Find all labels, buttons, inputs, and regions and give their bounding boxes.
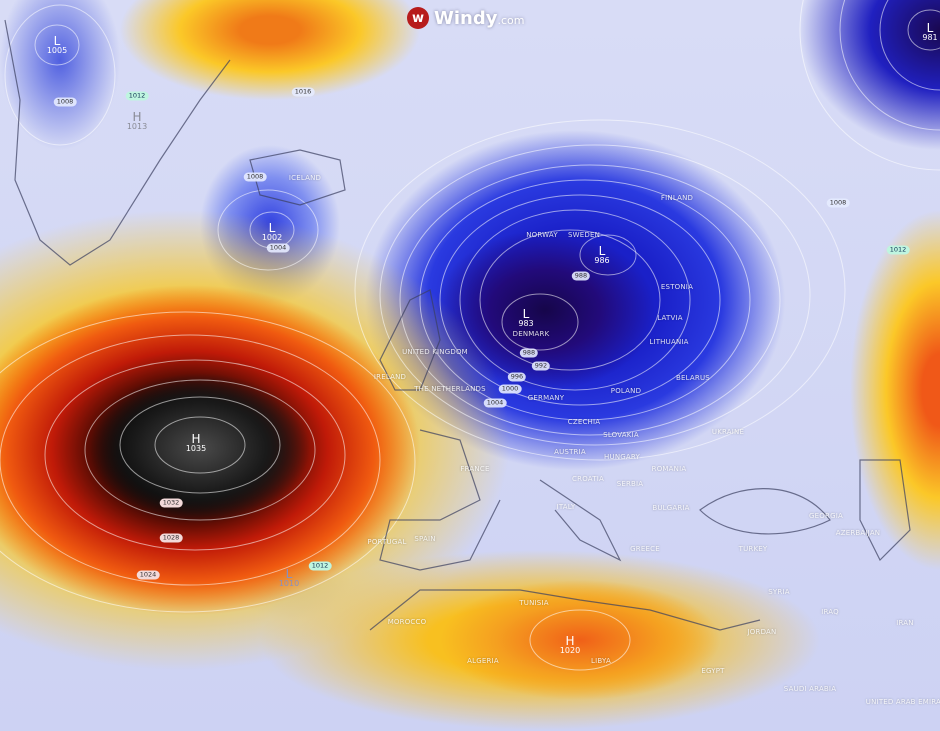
isobar-label: 1032: [159, 498, 183, 508]
country-label: TUNISIA: [519, 599, 549, 607]
country-label: SERBIA: [616, 480, 644, 488]
isobar-label: 1028: [159, 533, 183, 543]
country-label: FINLAND: [660, 194, 694, 202]
high-pressure-system[interactable]: H 1013: [126, 110, 148, 131]
low-pressure-system[interactable]: L 983: [518, 307, 534, 328]
high-pressure-system[interactable]: H 1020: [559, 634, 581, 655]
country-label: SPAIN: [414, 535, 436, 543]
country-label: IRAN: [896, 619, 914, 627]
country-label: LIBYA: [591, 657, 611, 665]
isobar-label: 988: [571, 271, 591, 281]
country-label: SLOVAKIA: [603, 431, 639, 439]
country-label: TURKEY: [738, 545, 768, 553]
isobar-label: 1000: [498, 384, 522, 394]
country-label: UNITED KINGDOM: [402, 348, 468, 356]
country-label: BELARUS: [676, 374, 710, 382]
country-label: LITHUANIA: [649, 338, 689, 346]
country-label: DENMARK: [512, 330, 550, 338]
country-label: IRELAND: [373, 373, 407, 381]
country-label: UKRAINE: [711, 428, 745, 436]
low-pressure-system[interactable]: L 1005: [46, 34, 68, 55]
country-label: ALGERIA: [467, 657, 499, 665]
country-label: ICELAND: [288, 174, 322, 182]
country-label: AZERBAIJAN: [835, 529, 881, 537]
country-label: EGYPT: [701, 667, 725, 675]
country-label: ITALY: [556, 503, 576, 511]
country-label: GERMANY: [527, 394, 565, 402]
country-label: NORWAY: [526, 231, 558, 239]
country-label: IRAQ: [821, 608, 839, 616]
windy-logo-icon: w: [407, 7, 429, 29]
low-pressure-system[interactable]: L 1002: [261, 221, 283, 242]
low-pressure-system[interactable]: L 986: [594, 244, 610, 265]
country-label: FRANCE: [460, 465, 490, 473]
country-label: HUNGARY: [604, 453, 640, 461]
brand-domain: .com: [497, 13, 525, 27]
isobar-label: 1012: [125, 91, 149, 101]
country-label: PORTUGAL: [367, 538, 407, 546]
country-label: GREECE: [630, 545, 660, 553]
isobar-label: 1008: [53, 97, 77, 107]
country-label: ROMANIA: [651, 465, 687, 473]
country-label: CROATIA: [572, 475, 604, 483]
isobar-label: 1004: [266, 243, 290, 253]
isobar-label: 988: [519, 348, 539, 358]
isobar-label: 1012: [308, 561, 332, 571]
country-label: SAUDI ARABIA: [783, 685, 837, 693]
country-label: UNITED ARAB EMIRATES: [865, 698, 940, 706]
country-label: AUSTRIA: [554, 448, 586, 456]
isobar-label: 1004: [483, 398, 507, 408]
isobar-label: 1008: [243, 172, 267, 182]
low-pressure-system[interactable]: L 981: [922, 21, 938, 42]
country-label: LATVIA: [657, 314, 683, 322]
country-label: JORDAN: [747, 628, 777, 636]
country-label: POLAND: [610, 387, 642, 395]
windy-logo[interactable]: w Windy.com: [407, 7, 524, 29]
isobar-label: 992: [531, 361, 551, 371]
brand-name: Windy: [434, 7, 498, 29]
country-label: THE NETHERLANDS: [414, 385, 486, 393]
country-label: CZECHIA: [567, 418, 601, 426]
high-pressure-system[interactable]: H 1035: [185, 432, 207, 453]
country-label: BULGARIA: [652, 504, 690, 512]
country-label: SYRIA: [768, 588, 790, 596]
country-label: MOROCCO: [387, 618, 427, 626]
country-label: SWEDEN: [567, 231, 601, 239]
low-pressure-system[interactable]: L 1010: [278, 567, 300, 588]
isobar-label: 1012: [886, 245, 910, 255]
isobar-label: 1008: [826, 198, 850, 208]
country-label: ESTONIA: [660, 283, 694, 291]
isobar-label: 1016: [291, 87, 315, 97]
isobar-label: 996: [507, 372, 527, 382]
country-label: GEORGIA: [809, 512, 843, 520]
isobar-label: 1024: [136, 570, 160, 580]
